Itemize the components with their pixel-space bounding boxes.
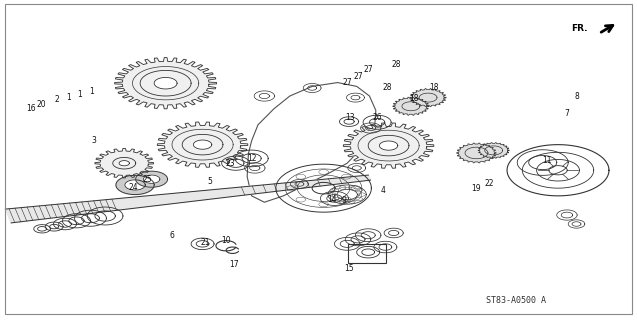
Polygon shape (5, 175, 371, 223)
Text: 18: 18 (410, 94, 419, 103)
Polygon shape (380, 141, 397, 150)
Text: 9: 9 (341, 196, 347, 204)
Text: 10: 10 (221, 236, 231, 245)
Text: FR.: FR. (571, 24, 588, 33)
Text: 22: 22 (485, 179, 494, 188)
Polygon shape (143, 175, 160, 183)
Text: 28: 28 (383, 83, 392, 92)
Text: 15: 15 (344, 264, 354, 273)
Text: 13: 13 (345, 113, 355, 122)
Polygon shape (125, 180, 145, 190)
Text: 18: 18 (430, 83, 439, 92)
Text: 17: 17 (229, 260, 240, 269)
Text: 4: 4 (381, 186, 386, 195)
Text: 23: 23 (225, 159, 236, 168)
Text: 28: 28 (392, 60, 401, 69)
Text: 3: 3 (92, 136, 97, 145)
Text: 12: 12 (248, 154, 257, 163)
Text: 26: 26 (372, 113, 382, 122)
Text: 24: 24 (129, 183, 139, 192)
Text: 19: 19 (471, 184, 482, 193)
Text: 7: 7 (564, 109, 569, 118)
Polygon shape (393, 97, 429, 115)
Text: 27: 27 (342, 78, 352, 87)
Text: 20: 20 (36, 100, 47, 109)
Polygon shape (478, 143, 509, 158)
Polygon shape (194, 140, 211, 149)
Text: 2: 2 (54, 95, 59, 104)
Text: 11: 11 (542, 156, 551, 165)
Polygon shape (157, 122, 248, 167)
Text: 5: 5 (208, 177, 213, 186)
Text: 8: 8 (574, 92, 579, 100)
Text: 27: 27 (363, 65, 373, 74)
Polygon shape (115, 58, 217, 109)
Polygon shape (119, 161, 129, 166)
Polygon shape (95, 148, 154, 178)
Text: 21: 21 (201, 238, 210, 247)
Polygon shape (457, 143, 496, 163)
Text: 14: 14 (327, 195, 338, 204)
Polygon shape (154, 77, 177, 89)
Polygon shape (136, 171, 168, 187)
Text: 27: 27 (353, 72, 363, 81)
Text: 25: 25 (143, 175, 153, 184)
Polygon shape (343, 123, 434, 168)
Text: 16: 16 (25, 104, 36, 113)
Polygon shape (116, 175, 154, 195)
Polygon shape (410, 89, 446, 107)
Text: 6: 6 (169, 231, 175, 240)
Bar (348, 244, 386, 263)
Text: 1: 1 (77, 90, 82, 99)
Text: 1: 1 (89, 87, 94, 96)
Text: 1: 1 (66, 93, 71, 102)
Text: ST83-A0500 A: ST83-A0500 A (486, 296, 546, 305)
